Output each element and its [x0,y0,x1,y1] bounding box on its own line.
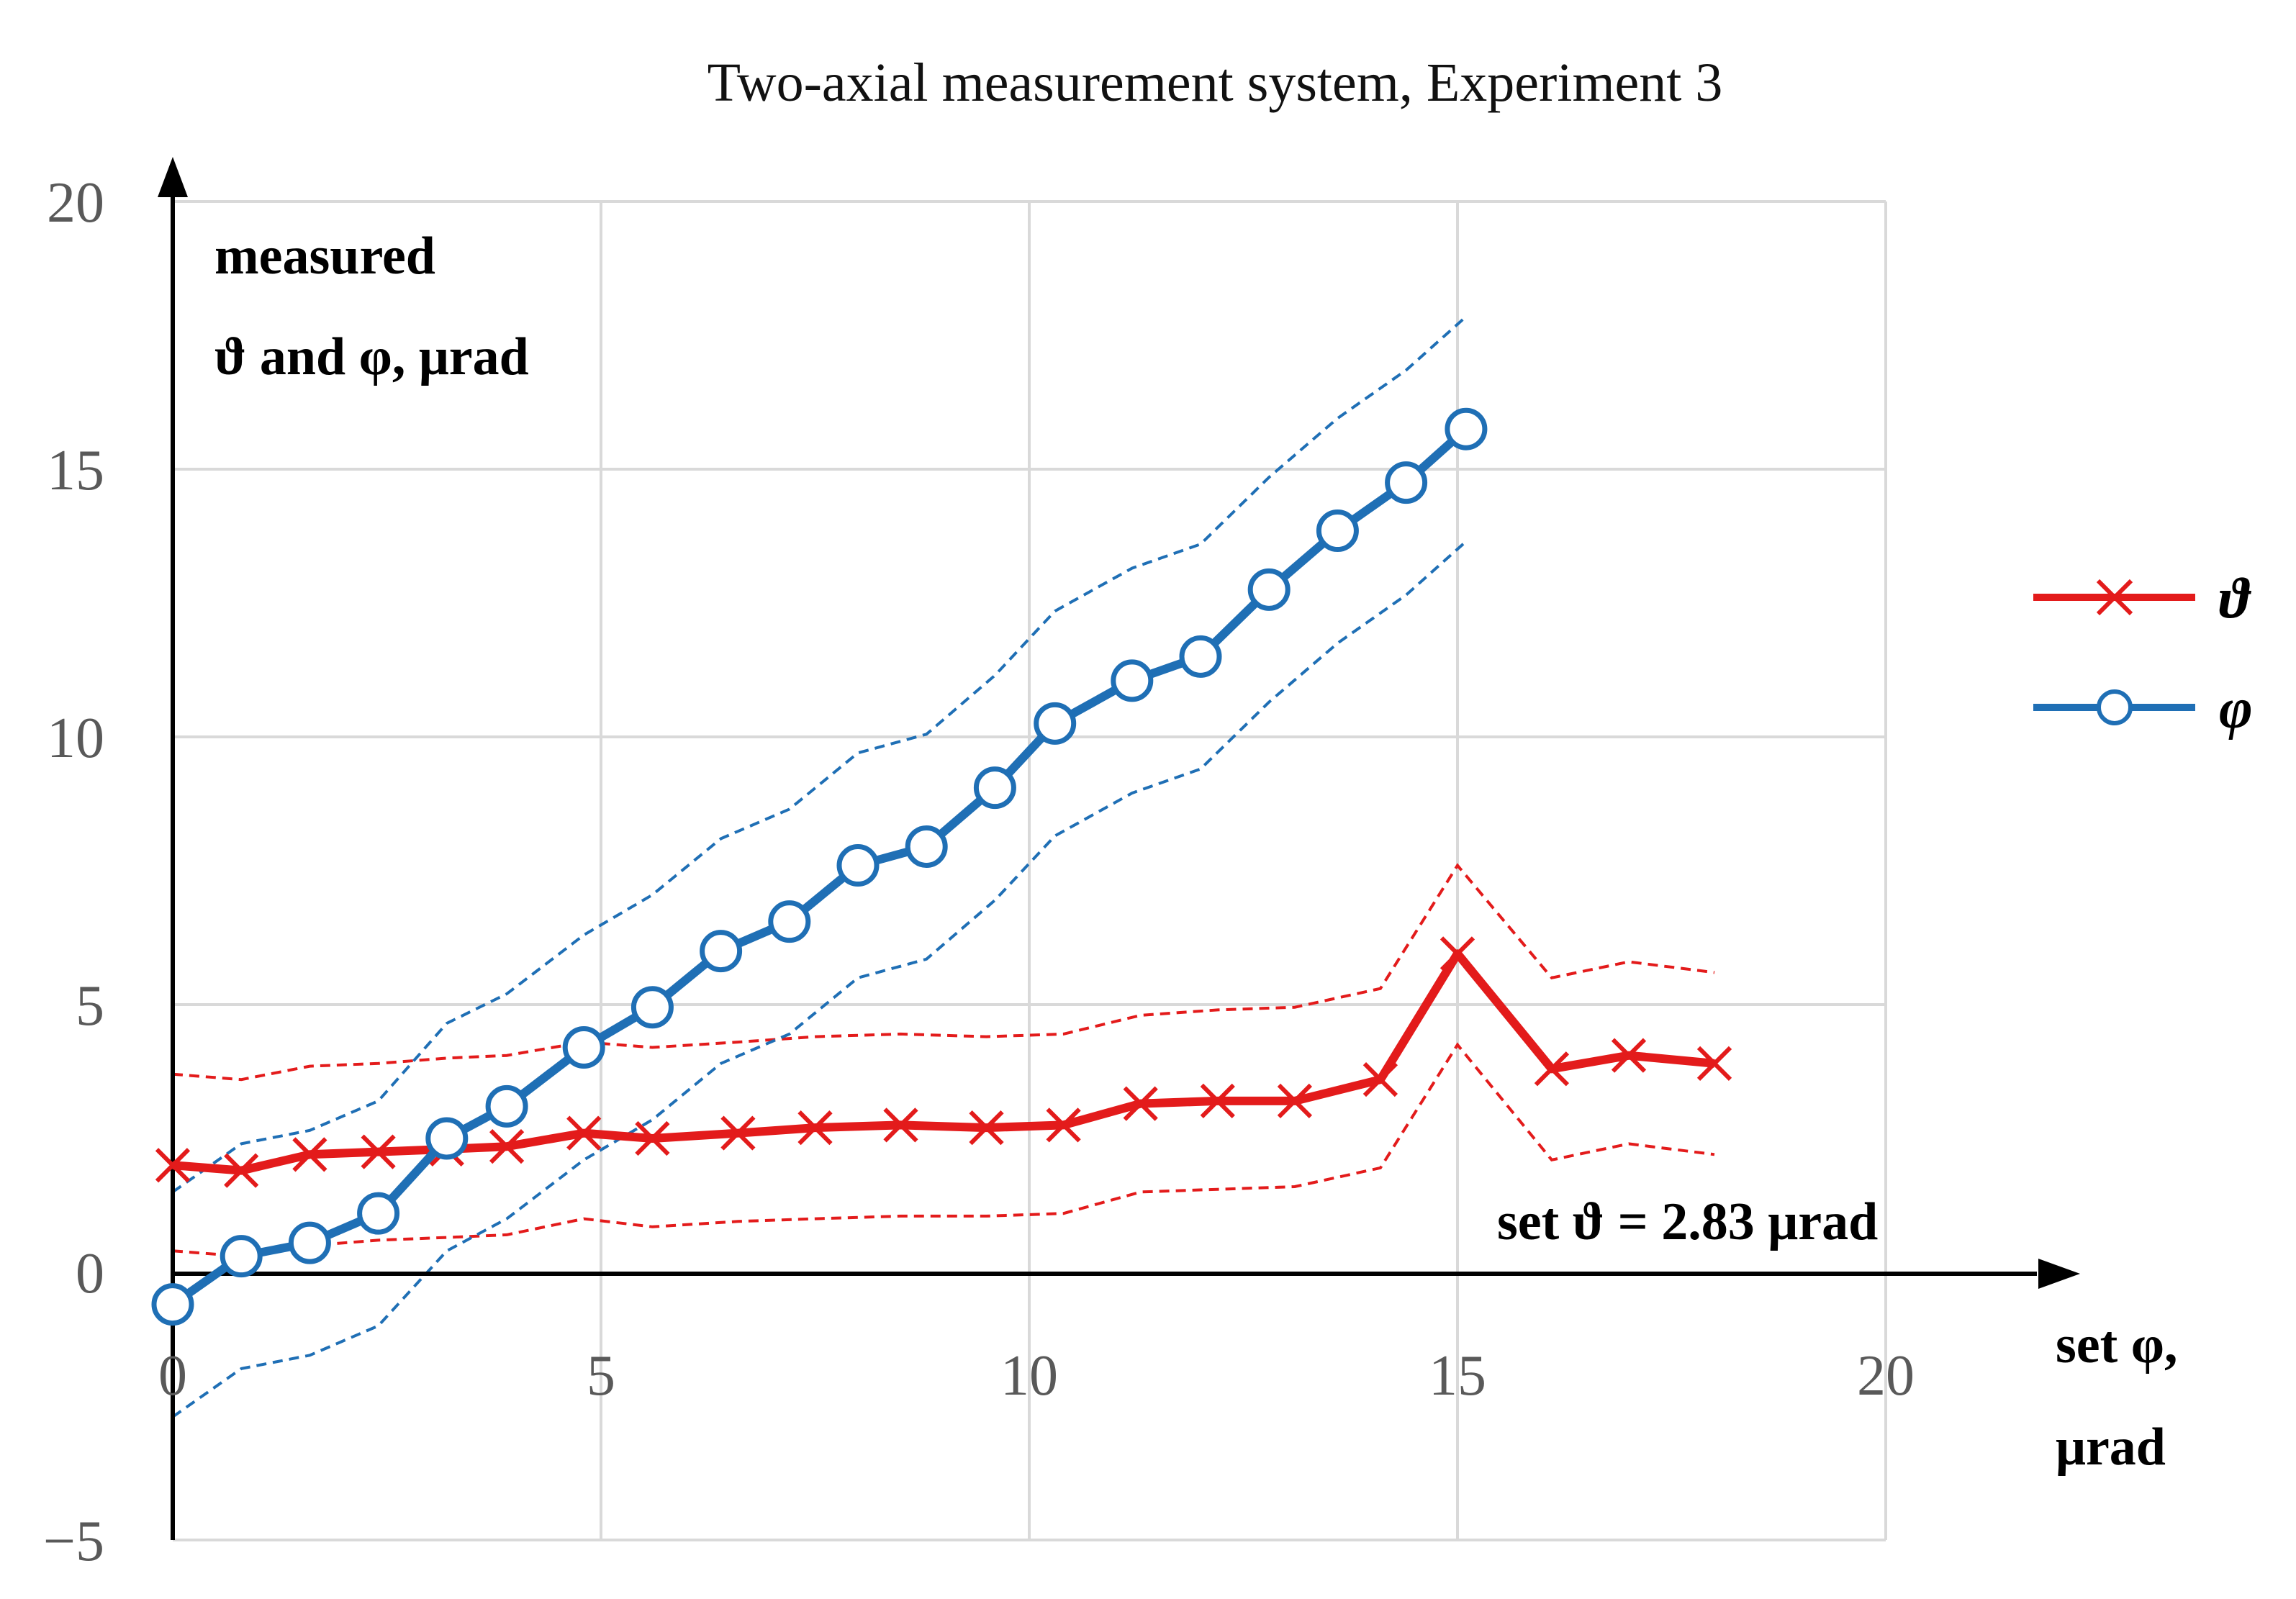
y-axis-arrow-icon [158,157,188,197]
theta-series [155,936,1732,1188]
theta-point-marker [1439,936,1475,971]
phi-point-marker [905,825,948,869]
y-tick-label: 5 [76,974,104,1038]
theta-point-marker [361,1134,396,1169]
phi-point-marker [836,844,880,887]
phi-point-marker [700,930,743,973]
y-axis-label-line-1: measured [214,227,435,286]
phi-point-marker [1111,659,1154,702]
legend-theta-x-marker-icon [2096,579,2133,616]
legend-phi-circle-marker-icon [2097,689,2133,725]
phi-point-marker [1316,509,1359,553]
phi-point-marker [562,1026,605,1069]
y-tick-label: −5 [43,1510,104,1573]
theta-point-marker [1611,1038,1647,1073]
x-tick-label: 20 [1857,1344,1915,1408]
theta-point-marker [224,1153,259,1188]
legend-theta-label: ϑ [2219,567,2252,630]
phi-point-marker [288,1221,331,1264]
chart-title: Two-axial measurement system, Experiment… [708,53,1723,113]
grid-lines [173,200,1887,1541]
theta-point-marker [1123,1086,1158,1121]
x-axis-label-line-1: set φ, [2056,1315,2177,1374]
phi-point-marker [768,900,811,943]
phi-point-marker [220,1235,263,1278]
tick-labels: 0 5 10 15 20 −5 0 5 10 15 20 [43,171,1915,1573]
phi-series-line [170,425,1469,1308]
x-tick-label: 5 [587,1344,615,1408]
theta-point-marker [635,1120,670,1156]
y-tick-label: 0 [76,1242,104,1305]
theta-point-marker [155,1148,191,1183]
theta-point-marker [566,1115,602,1151]
x-tick-label: 0 [158,1344,187,1408]
phi-point-marker [425,1117,469,1160]
legend: ϑ φ [2033,567,2253,740]
legend-item-phi: φ [2033,677,2253,740]
theta-point-marker [1046,1107,1081,1143]
phi-point-marker [1385,461,1428,504]
theta-point-marker [969,1110,1004,1146]
series [151,407,1732,1326]
theta-point-marker [883,1107,918,1143]
y-tick-label: 20 [47,171,104,235]
phi-point-marker [485,1084,528,1128]
y-tick-label: 10 [47,707,104,770]
x-axis-label-line-2: μrad [2056,1418,2166,1477]
confidence-bands [171,315,1715,1418]
theta-lower-bound-line [172,1042,1715,1258]
theta-point-marker [1200,1083,1235,1119]
phi-point-marker [1247,568,1291,611]
x-axis-arrow-icon [2038,1259,2080,1289]
x-tick-label: 15 [1429,1344,1486,1408]
theta-point-marker [292,1137,327,1172]
legend-phi-label: φ [2219,677,2253,740]
phi-point-marker [631,986,674,1029]
legend-item-theta: ϑ [2033,567,2252,630]
x-tick-label: 10 [1000,1344,1058,1408]
phi-point-marker [1445,407,1488,450]
phi-point-marker [357,1192,400,1235]
theta-point-marker [1362,1062,1398,1097]
set-theta-annotation: set ϑ = 2.83 μrad [1497,1192,1878,1251]
y-axis-label-line-2: ϑ and φ, μrad [214,327,529,386]
phi-point-marker [1179,635,1222,678]
theta-point-marker [489,1129,525,1164]
theta-upper-bound-line [172,863,1715,1082]
phi-point-marker [151,1283,194,1326]
phi-lower-bound-line [171,540,1468,1418]
theta-point-marker [1277,1083,1313,1119]
phi-series [151,407,1488,1326]
phi-point-marker [1034,702,1077,745]
theta-point-marker [797,1110,833,1146]
y-tick-label: 15 [47,439,104,502]
phi-upper-bound-line [171,315,1468,1194]
theta-point-marker [1534,1051,1570,1087]
theta-point-marker [720,1115,756,1151]
theta-point-marker [1696,1046,1732,1081]
phi-point-marker [973,766,1016,810]
